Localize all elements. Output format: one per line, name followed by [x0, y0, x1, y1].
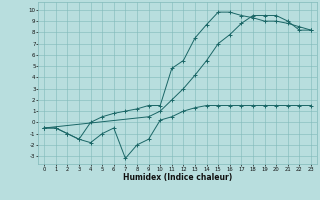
X-axis label: Humidex (Indice chaleur): Humidex (Indice chaleur): [123, 173, 232, 182]
